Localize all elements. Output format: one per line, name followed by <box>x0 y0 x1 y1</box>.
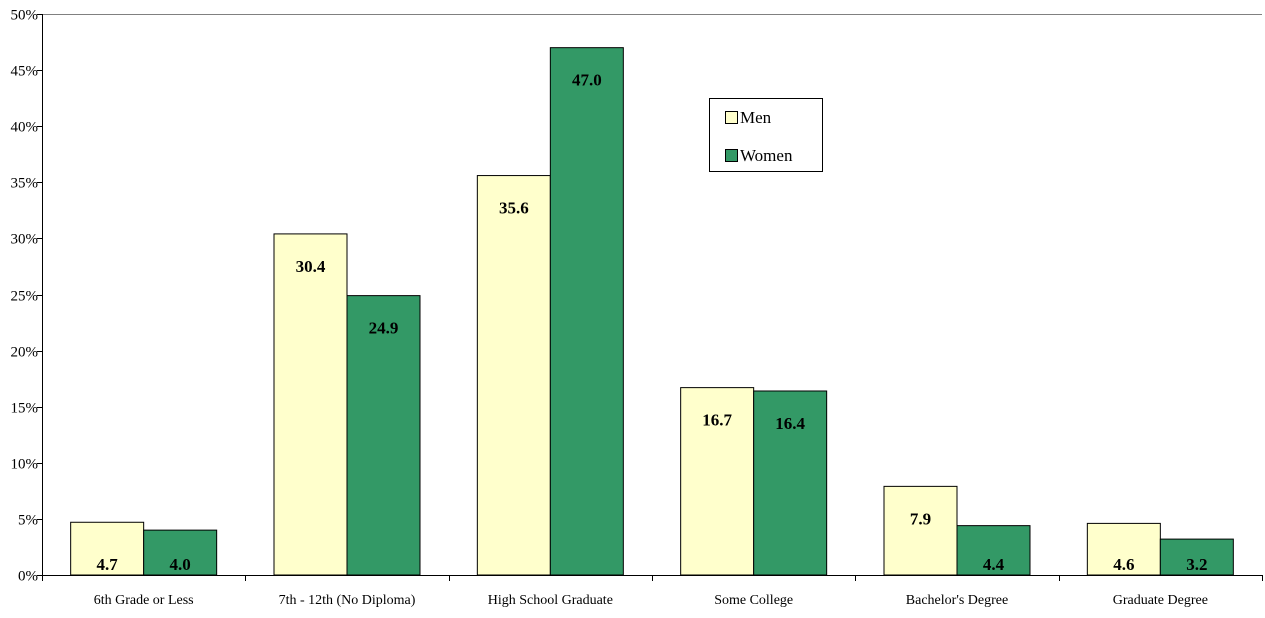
data-label-women: 3.2 <box>1186 555 1207 574</box>
data-label-men: 7.9 <box>910 509 931 528</box>
bars <box>70 47 1234 576</box>
legend-label-women: Women <box>740 146 793 165</box>
y-tick-label: 20% <box>11 345 39 361</box>
data-labels: 4.7 4.0 30.4 24.9 35.6 47.0 16.7 16.4 7.9 4.4 4.6 3… <box>97 71 1208 574</box>
y-axis: 0% 5% 10% 15% 20% 25% 30% 35% 40% 45% 50% <box>11 8 43 585</box>
y-tick-label: 10% <box>11 457 39 473</box>
data-label-men: 16.7 <box>702 411 732 430</box>
bar-women <box>753 390 828 576</box>
bar-men <box>883 485 958 576</box>
data-label-women: 4.4 <box>983 555 1005 574</box>
data-label-women: 16.4 <box>775 414 805 433</box>
y-tick-label: 40% <box>11 120 39 136</box>
bar-women <box>143 529 218 576</box>
x-category-label: Some College <box>714 593 793 608</box>
y-tick-label: 0% <box>18 569 38 585</box>
y-tick-label: 15% <box>11 401 39 417</box>
legend-swatch-women <box>725 149 738 162</box>
y-tick-label: 25% <box>11 289 39 305</box>
data-label-women: 4.0 <box>170 555 191 574</box>
bar-women <box>956 525 1031 576</box>
data-label-men: 35.6 <box>499 199 529 218</box>
legend-swatch-men <box>725 111 738 124</box>
bar-men <box>273 233 348 576</box>
x-axis: 6th Grade or Less 7th - 12th (No Diploma)… <box>42 575 1263 608</box>
bar-men <box>476 175 551 576</box>
bar-women <box>346 295 421 576</box>
y-tick-label: 30% <box>11 232 39 248</box>
legend-label-men: Men <box>740 108 772 127</box>
bar-women <box>1159 538 1234 576</box>
bar-men <box>680 387 755 576</box>
x-category-label: 6th Grade or Less <box>94 593 194 608</box>
x-category-label: Bachelor's Degree <box>906 593 1008 608</box>
x-category-label: 7th - 12th (No Diploma) <box>279 593 416 608</box>
x-category-label: Graduate Degree <box>1113 593 1208 608</box>
bar-women <box>549 47 624 576</box>
y-tick-label: 35% <box>11 176 39 192</box>
data-label-men: 30.4 <box>296 257 326 276</box>
data-label-women: 24.9 <box>369 319 399 338</box>
y-tick-label: 50% <box>11 8 39 24</box>
y-tick-label: 5% <box>18 513 38 529</box>
data-label-men: 4.7 <box>97 555 119 574</box>
data-label-women: 47.0 <box>572 71 602 90</box>
y-tick-label: 45% <box>11 64 39 80</box>
data-label-men: 4.6 <box>1113 555 1134 574</box>
x-category-label: High School Graduate <box>488 593 613 608</box>
legend: Men Women <box>709 98 823 172</box>
